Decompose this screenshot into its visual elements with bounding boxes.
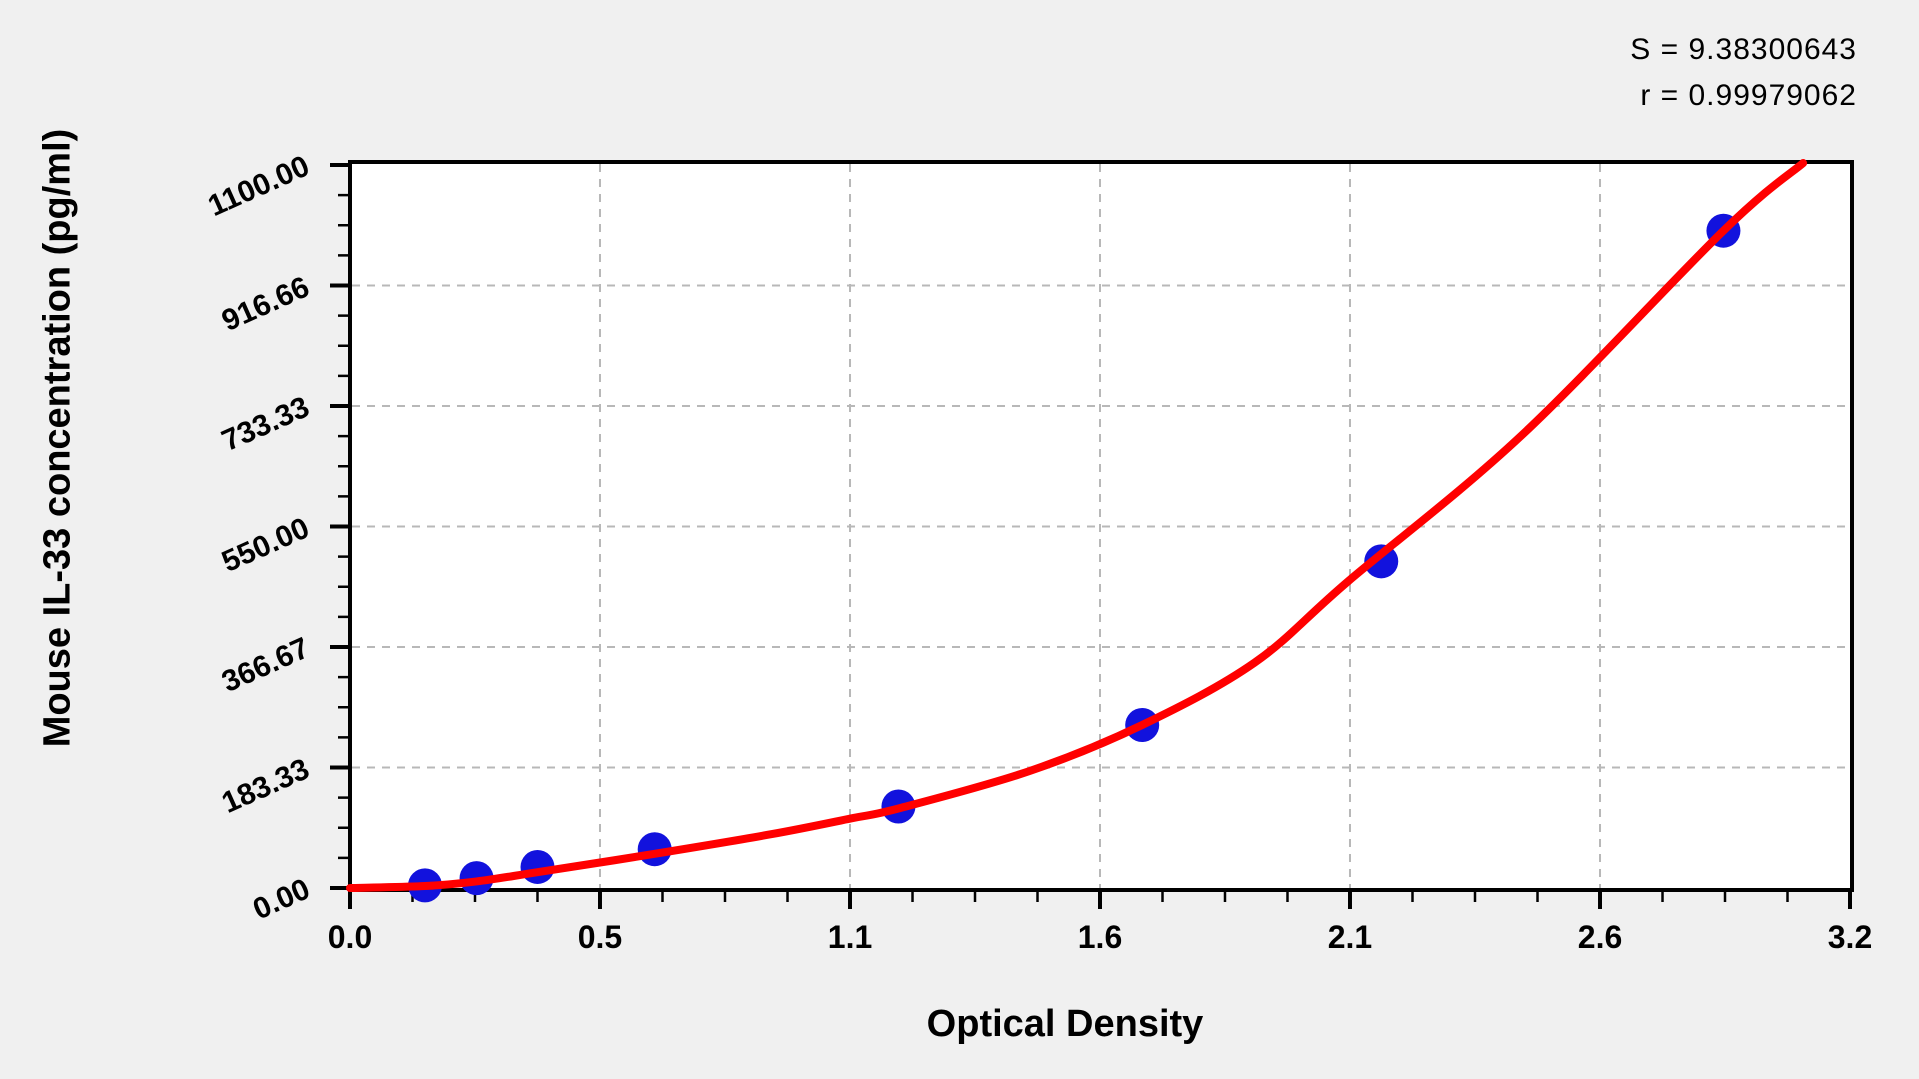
fit-r-value: r = 0.99979062 bbox=[1640, 79, 1857, 112]
x-tick-label: 0.5 bbox=[577, 919, 623, 955]
x-tick-label: 2.6 bbox=[1577, 919, 1623, 955]
data-point bbox=[1364, 544, 1399, 579]
y-axis-title: Mouse IL-33 concentration (pg/ml) bbox=[36, 128, 79, 748]
x-tick-label: 2.1 bbox=[1327, 919, 1373, 955]
x-tick-label: 1.1 bbox=[827, 919, 873, 955]
x-tick-label: 1.6 bbox=[1077, 919, 1123, 955]
x-tick-label: 3.2 bbox=[1827, 919, 1873, 955]
fit-curve bbox=[346, 159, 1808, 892]
x-axis-title: Optical Density bbox=[926, 1003, 1204, 1045]
fit-s-value: S = 9.38300643 bbox=[1630, 33, 1857, 66]
x-tick-label: 0.0 bbox=[327, 919, 373, 955]
